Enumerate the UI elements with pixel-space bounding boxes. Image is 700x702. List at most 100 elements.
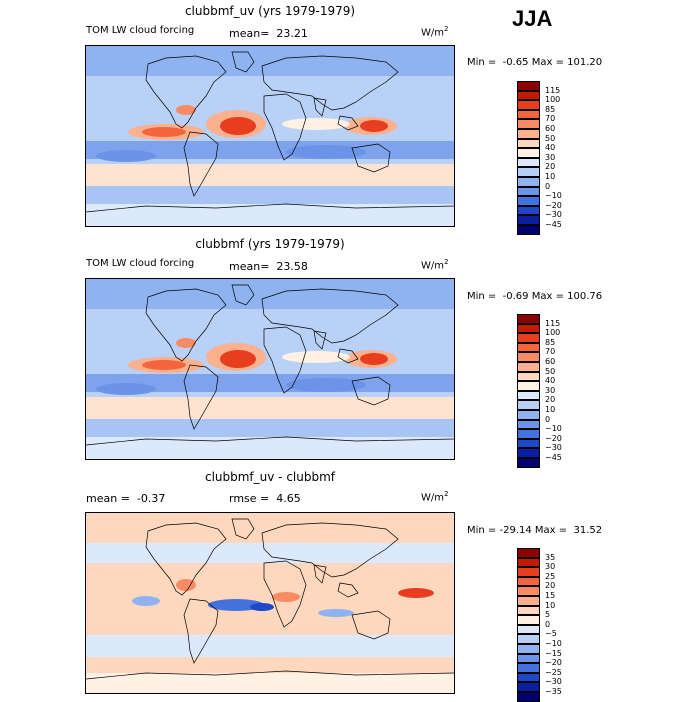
panel-1-colorbar [517,81,540,235]
colorbar-label: 35 [545,552,556,562]
colorbar-label: 50 [545,366,556,376]
panel-3-rmse: rmse = 4.65 [229,492,301,505]
colorbar-swatch [517,567,540,577]
colorbar-label: 0 [545,414,551,424]
colorbar-label: −30 [545,443,562,453]
colorbar-swatch [517,128,540,139]
colorbar-swatch [517,457,540,468]
colorbar-swatch [517,653,540,664]
colorbar-label: 20 [545,162,556,172]
colorbar-swatch [517,419,540,430]
colorbar-label: 30 [545,385,556,395]
colorbar-swatch [517,643,540,654]
colorbar-swatch [517,176,540,187]
season-label: JJA [512,6,553,31]
colorbar-label: 100 [545,95,561,105]
colorbar-label: 20 [545,395,556,405]
panel-2-map [85,278,455,460]
panel-1-field-label: TOM LW cloud forcing [86,25,195,36]
colorbar-swatch [517,409,540,420]
colorbar-label: 40 [545,376,556,386]
colorbar-swatch [517,595,540,606]
colorbar-label: −20 [545,200,562,210]
colorbar-label: 10 [545,600,556,610]
colorbar-label: −45 [545,220,562,229]
colorbar-swatch [517,586,540,596]
panel-3-title: clubbmf_uv - clubbmf [204,470,336,484]
colorbar-label: 115 [545,85,561,95]
colorbar-swatch [517,634,540,644]
colorbar-swatch [517,81,540,91]
colorbar-swatch [517,186,540,197]
colorbar-label: 5 [545,610,551,620]
colorbar-swatch [517,323,540,334]
panel-2-title: clubbmf (yrs 1979-1979) [195,237,345,251]
colorbar-swatch [517,148,540,158]
colorbar-swatch [517,605,540,616]
colorbar-swatch [517,371,540,382]
colorbar-label: −15 [545,648,562,658]
colorbar-swatch [517,196,540,206]
panel-2-minmax: Min = -0.69 Max = 100.76 [467,291,603,302]
colorbar-label: 50 [545,133,556,143]
colorbar-label: 60 [545,124,556,133]
colorbar-swatch [517,167,540,177]
panel-1-mean: mean= 23.21 [229,27,308,40]
colorbar-swatch [517,624,540,635]
colorbar-label: 85 [545,104,556,114]
panel-1-title: clubbmf_uv (yrs 1979-1979) [184,4,356,18]
colorbar-swatch [517,381,540,391]
colorbar-swatch [517,314,540,324]
panel-1-map [85,45,455,227]
colorbar-label: 40 [545,143,556,153]
colorbar-swatch [517,576,540,587]
colorbar-swatch [517,109,540,120]
colorbar-swatch [517,342,540,353]
colorbar-label: −10 [545,639,562,648]
colorbar-swatch [517,663,540,673]
colorbar-swatch [517,615,540,625]
panel-3-map [85,512,455,694]
colorbar-swatch [517,100,540,110]
colorbar-label: −35 [545,687,562,696]
colorbar-swatch [517,333,540,343]
colorbar-label: −20 [545,433,562,443]
colorbar-label: 60 [545,357,556,366]
colorbar-swatch [517,682,540,692]
colorbar-label: 20 [545,581,556,591]
colorbar-swatch [517,90,540,101]
panel-3-minmax: Min = -29.14 Max = 31.52 [467,525,603,536]
panel-1-minmax: Min = -0.65 Max = 101.20 [467,57,603,68]
colorbar-swatch [517,438,540,449]
colorbar-label: −30 [545,210,562,220]
colorbar-label: −5 [545,629,557,639]
colorbar-label: −10 [545,191,562,201]
colorbar-label: 70 [545,114,556,124]
colorbar-label: 70 [545,347,556,357]
panel-2-field-label: TOM LW cloud forcing [86,258,195,269]
colorbar-swatch [517,672,540,683]
colorbar-swatch [517,400,540,410]
colorbar-label: 85 [545,337,556,347]
colorbar-label: 0 [545,181,551,191]
colorbar-label: 10 [545,172,556,181]
colorbar-swatch [517,691,540,702]
colorbar-label: −10 [545,424,562,434]
colorbar-swatch [517,548,540,558]
colorbar-swatch [517,557,540,568]
colorbar-label: −30 [545,677,562,687]
colorbar-swatch [517,205,540,216]
colorbar-label: 100 [545,328,561,338]
panel-3-colorbar [517,548,540,702]
panel-2-colorbar [517,314,540,468]
colorbar-label: 15 [545,591,556,600]
colorbar-label: −20 [545,658,562,668]
panel-2-mean: mean= 23.58 [229,260,308,273]
colorbar-swatch [517,119,540,129]
panel-3-units: W/m2 [421,490,449,504]
colorbar-label: 0 [545,619,551,629]
colorbar-label: 115 [545,318,561,328]
colorbar-swatch [517,361,540,372]
colorbar-label: −45 [545,453,562,462]
colorbar-label: 10 [545,405,556,414]
